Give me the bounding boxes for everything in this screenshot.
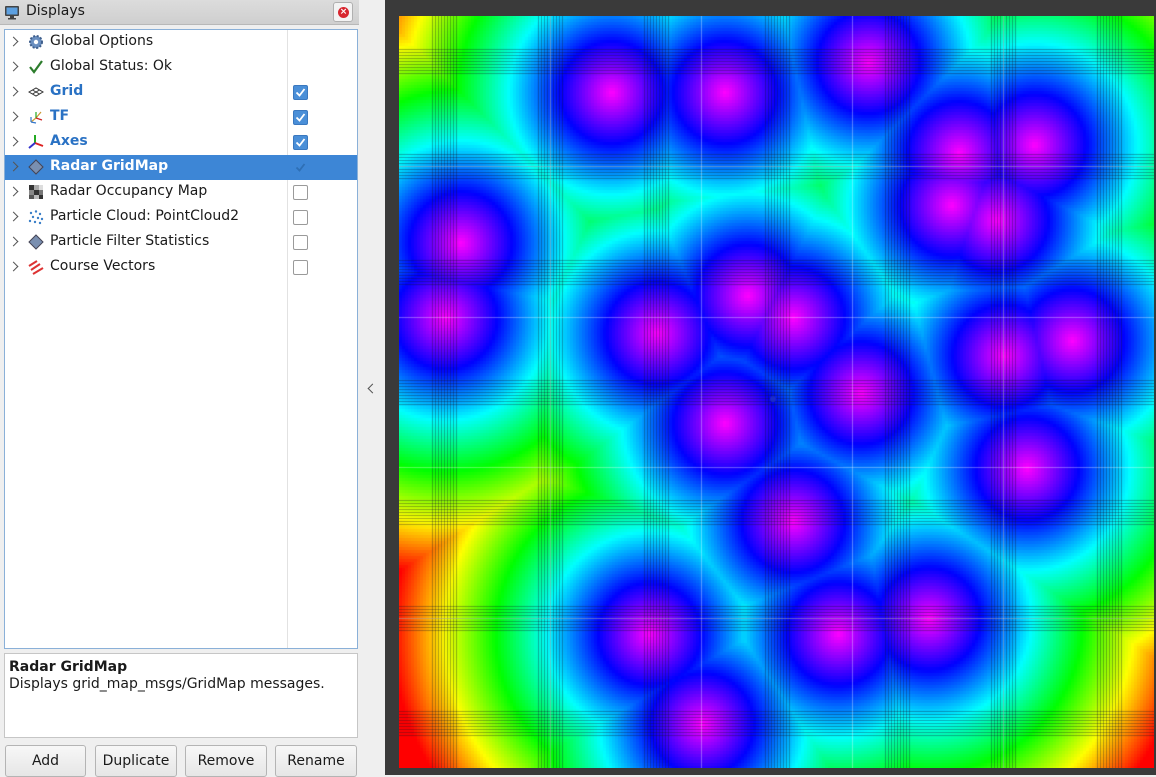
checkmark-icon	[29, 60, 43, 74]
expand-arrow-icon[interactable]	[8, 61, 19, 72]
tf-icon	[30, 111, 43, 124]
tree-item-global-status[interactable]: Global Status: Ok	[5, 55, 357, 80]
tree-item-course-vectors[interactable]: Course Vectors	[5, 255, 357, 280]
tree-item-label: Global Options	[50, 33, 154, 49]
axes-icon	[28, 135, 44, 149]
tree-item-label: Particle Filter Statistics	[50, 233, 210, 249]
diamond-icon	[28, 159, 44, 175]
expand-arrow-icon[interactable]	[8, 236, 19, 247]
displays-panel: Displays × Global Options Global Status:…	[0, 0, 362, 777]
rename-button[interactable]: Rename	[275, 745, 357, 777]
checkmark-icon	[295, 138, 306, 147]
course-vectors-icon	[28, 260, 44, 275]
occupancy-map-icon	[29, 185, 43, 199]
checkmark-icon	[295, 113, 306, 122]
tree-item-particle-cloud[interactable]: Particle Cloud: PointCloud2	[5, 205, 357, 230]
grid-checkbox[interactable]	[293, 85, 308, 100]
description-box: Radar GridMap Displays grid_map_msgs/Gri…	[4, 653, 358, 738]
description-title: Radar GridMap	[9, 659, 128, 675]
point-cloud-icon	[28, 210, 44, 225]
close-button[interactable]: ×	[333, 2, 353, 22]
displays-tree[interactable]: Global Options Global Status: Ok Grid	[4, 29, 358, 649]
panel-title: Displays	[26, 3, 85, 19]
tree-item-radar-gridmap[interactable]: Radar GridMap	[5, 155, 357, 180]
tree-item-global-options[interactable]: Global Options	[5, 30, 357, 55]
remove-button[interactable]: Remove	[185, 745, 267, 777]
radar-occupancy-map-checkbox[interactable]	[293, 185, 308, 200]
add-button[interactable]: Add	[5, 745, 86, 777]
column-separator	[287, 30, 288, 648]
displays-titlebar[interactable]: Displays ×	[0, 0, 359, 25]
grid-icon	[28, 87, 44, 97]
expand-arrow-icon[interactable]	[8, 36, 19, 47]
diamond-icon	[28, 234, 44, 250]
expand-arrow-icon[interactable]	[8, 86, 19, 97]
gear-icon	[29, 35, 43, 49]
description-text: Displays grid_map_msgs/GridMap messages.	[9, 676, 325, 692]
tree-item-label: Grid	[50, 83, 84, 99]
tree-item-grid[interactable]: Grid	[5, 80, 357, 105]
tree-item-label: Global Status: Ok	[50, 58, 173, 74]
tree-item-axes[interactable]: Axes	[5, 130, 357, 155]
tree-item-label: Radar Occupancy Map	[50, 183, 208, 199]
tree-item-label: Axes	[50, 133, 88, 149]
radar-gridmap-checkbox[interactable]	[293, 160, 308, 175]
tree-item-particle-filter-statistics[interactable]: Particle Filter Statistics	[5, 230, 357, 255]
gridmap-visualization	[399, 16, 1154, 768]
duplicate-button[interactable]: Duplicate	[95, 745, 177, 777]
particle-cloud-checkbox[interactable]	[293, 210, 308, 225]
monitor-icon	[5, 6, 19, 20]
expand-arrow-icon[interactable]	[8, 161, 19, 172]
tf-checkbox[interactable]	[293, 110, 308, 125]
tree-item-label: Radar GridMap	[50, 158, 169, 174]
checkmark-icon	[295, 88, 306, 97]
expand-arrow-icon[interactable]	[8, 186, 19, 197]
expand-arrow-icon[interactable]	[8, 111, 19, 122]
tree-item-label: Particle Cloud: PointCloud2	[50, 208, 239, 224]
tree-item-tf[interactable]: TF	[5, 105, 357, 130]
expand-arrow-icon[interactable]	[8, 136, 19, 147]
tree-item-radar-occupancy-map[interactable]: Radar Occupancy Map	[5, 180, 357, 205]
tree-item-label: Course Vectors	[50, 258, 156, 274]
expand-arrow-icon[interactable]	[8, 211, 19, 222]
axes-checkbox[interactable]	[293, 135, 308, 150]
course-vectors-checkbox[interactable]	[293, 260, 308, 275]
particle-filter-statistics-checkbox[interactable]	[293, 235, 308, 250]
panel-splitter[interactable]	[362, 0, 385, 775]
tree-item-label: TF	[50, 108, 70, 124]
expand-arrow-icon[interactable]	[8, 261, 19, 272]
checkmark-icon	[295, 163, 306, 172]
collapse-chevron-icon[interactable]	[367, 383, 378, 394]
close-icon: ×	[338, 7, 349, 18]
